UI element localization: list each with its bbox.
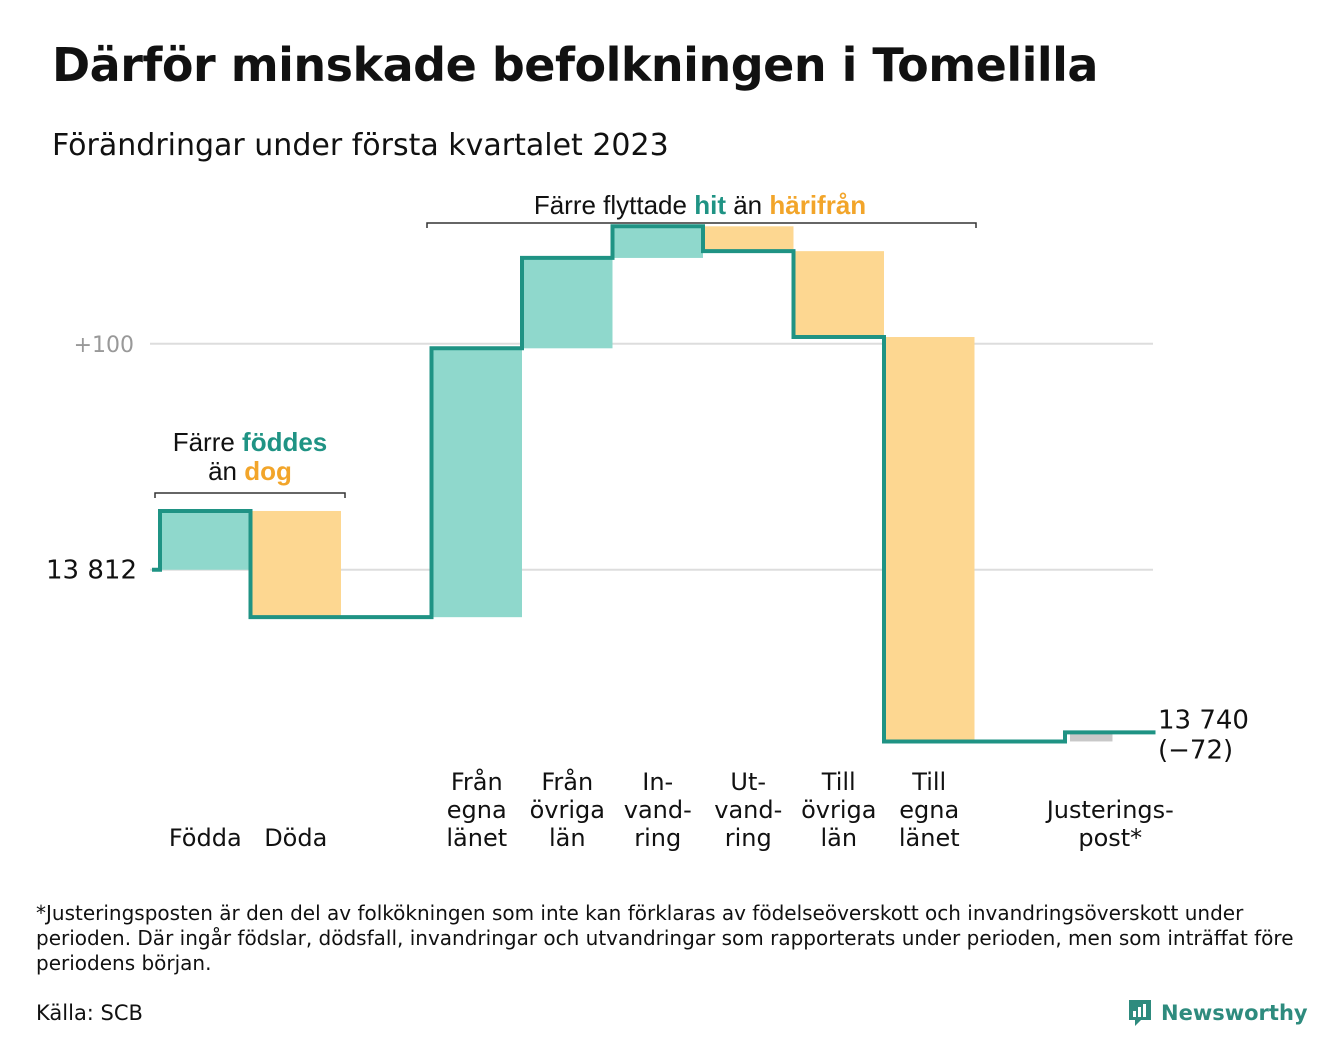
bar-fodda xyxy=(160,510,251,570)
newsworthy-icon xyxy=(1129,1000,1151,1026)
end-change-label: (−72) xyxy=(1158,735,1233,765)
bar-fran-egna-lanet xyxy=(431,348,522,618)
step-line xyxy=(152,224,1156,744)
category-label-fodda: Födda xyxy=(169,824,242,852)
category-label-justeringspost: Justerings-post* xyxy=(1045,796,1174,852)
annotation-bracket-moves xyxy=(426,222,977,228)
category-label-fran-ovriga-lan: Från övriga län xyxy=(530,767,605,852)
category-label-till-ovriga-lan: Till övriga län xyxy=(801,768,876,852)
bar-utvandring xyxy=(703,226,794,252)
start-value-label: 13 812 xyxy=(46,556,137,586)
category-label-invandring: In-vand-ring xyxy=(624,768,692,852)
bar-invandring xyxy=(612,226,703,258)
annotation-births: än dog xyxy=(208,456,292,486)
category-label-doda: Döda xyxy=(264,824,327,852)
category-label-utvandring: Ut-vand-ring xyxy=(714,768,782,852)
bar-fran-ovriga-lan xyxy=(522,257,613,349)
bar-justeringspost xyxy=(1070,732,1113,742)
brand-logo: Newsworthy xyxy=(1127,996,1308,1030)
bar-doda xyxy=(250,510,341,618)
end-value-label: 13 740 xyxy=(1158,705,1249,735)
gridline-label: +100 xyxy=(74,333,134,358)
annotation-moves: Färre flyttade hit än härifrån xyxy=(534,190,866,220)
annotation-births: Färre föddes xyxy=(173,427,328,457)
category-label-fran-egna-lanet: Från egna länet xyxy=(446,767,507,852)
bar-till-ovriga-lan xyxy=(793,251,884,338)
footnote: *Justeringsposten är den del av folkökni… xyxy=(36,901,1294,975)
waterfall-chart: +100 Födda Döda Från egna länet Från övriga län I… xyxy=(46,190,1249,852)
category-label-till-egna-lanet: Till egna länet xyxy=(899,768,960,852)
bar-till-egna-lanet xyxy=(884,337,975,742)
brand-name: Newsworthy xyxy=(1161,1001,1308,1025)
annotation-bracket-births xyxy=(154,492,346,498)
source-label: Källa: SCB xyxy=(36,1001,143,1025)
chart-title: Därför minskade befolkningen i Tomelilla xyxy=(52,38,1098,92)
chart-subtitle: Förändringar under första kvartalet 2023 xyxy=(52,128,669,163)
